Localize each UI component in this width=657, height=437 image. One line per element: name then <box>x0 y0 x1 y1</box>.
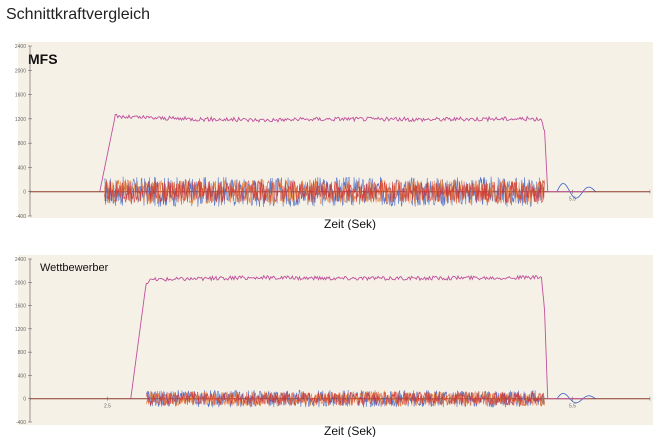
force-series-0 <box>99 113 588 193</box>
chart-mfs: MFS Zeit (Sek) -400 0 400 800 1200 1600 2000 24… <box>15 42 653 230</box>
y-tick-label: 2000 <box>15 68 26 74</box>
x-tick-label: 5.5 <box>569 197 576 203</box>
y-tick-label: 2400 <box>15 257 26 263</box>
y-tick-label: -400 <box>16 420 26 426</box>
y-tick-label: 800 <box>18 350 27 356</box>
x-axis-label: Zeit (Sek) <box>324 217 376 230</box>
decay-wave <box>556 183 597 199</box>
y-tick-label: 800 <box>18 141 27 147</box>
force-series-0 <box>130 274 588 400</box>
y-tick-label: 1600 <box>15 93 26 99</box>
y-tick-label: 1200 <box>15 117 26 123</box>
y-tick-label: 1200 <box>15 327 26 333</box>
decay-wave <box>556 393 596 404</box>
y-tick-label: -400 <box>16 214 26 220</box>
chart-wettbewerber: Wettbewerber Zeit (Sek) -400 0 400 800 1200 1… <box>15 255 653 437</box>
y-tick-label: 2000 <box>15 280 26 286</box>
x-tick-label: 5.5 <box>569 404 576 410</box>
noise-series-0 <box>145 389 545 408</box>
x-tick-label: 2.5 <box>104 404 111 410</box>
noise-series-2 <box>104 179 545 204</box>
panel-title: MFS <box>28 51 58 67</box>
y-tick-label: 400 <box>18 373 27 379</box>
page-title: Schnittkraftvergleich <box>6 6 151 23</box>
x-axis-label: Zeit (Sek) <box>324 424 376 437</box>
y-tick-label: 2400 <box>15 44 26 50</box>
y-tick-label: 0 <box>23 397 26 403</box>
y-tick-label: 1600 <box>15 304 26 310</box>
y-tick-label: 400 <box>18 165 27 171</box>
noise-series-2 <box>145 390 545 406</box>
panel-title: Wettbewerber <box>40 262 109 274</box>
y-tick-label: 0 <box>23 190 26 196</box>
